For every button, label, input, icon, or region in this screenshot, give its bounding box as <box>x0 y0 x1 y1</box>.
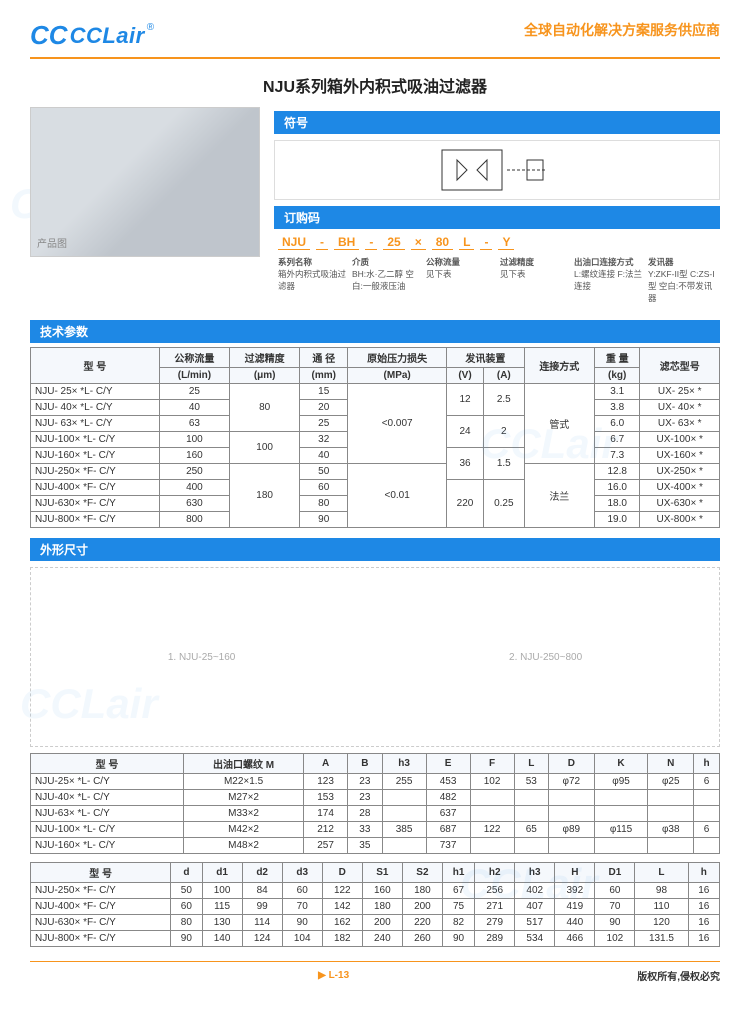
diagram-1-label: 1. NJU-25~160 <box>168 652 236 663</box>
table-row: NJU-40× *L- C/YM27×215323482 <box>31 790 720 806</box>
section-symbol: 符号 <box>274 111 720 134</box>
page-number: ▶ L-13 <box>318 970 349 981</box>
dim-table-1: 型 号出油口螺纹 MABh3EFLDKNh NJU-25× *L- C/YM22… <box>30 753 720 854</box>
dimension-diagrams: 1. NJU-25~160 2. NJU-250~800 <box>30 567 720 747</box>
page-footer: ▶ L-13 版权所有,侵权必究 <box>30 961 720 983</box>
table-row: NJU-630× *F- C/Y801301149016220022082279… <box>31 915 720 931</box>
table-row: NJU-100× *L- C/YM42×22123338568712265φ89… <box>31 822 720 838</box>
logo-mark: CC <box>30 20 68 51</box>
section-dims: 外形尺寸 <box>30 538 720 561</box>
symbol-icon <box>437 145 557 195</box>
symbol-diagram <box>274 140 720 200</box>
section-order: 订购码 <box>274 206 720 229</box>
table-row: NJU-250× *F- C/Y501008460122160180672564… <box>31 883 720 899</box>
brand-logo: CC CCLair ® <box>30 20 154 51</box>
table-row: NJU-63× *L- C/YM33×217428637 <box>31 806 720 822</box>
tech-params-table: 型 号 公称流量 过滤精度 通 径 原始压力损失 发讯装置 连接方式 重 量 滤… <box>30 347 720 528</box>
header-tagline: 全球自动化解决方案服务供应商 <box>524 20 720 40</box>
section-tech: 技术参数 <box>30 320 720 343</box>
dim-table-2: 型 号dd1d2d3DS1S2h1h2h3HD1Lh NJU-250× *F- … <box>30 862 720 947</box>
logo-text: CCLair <box>70 23 145 49</box>
diagram-2-label: 2. NJU-250~800 <box>509 652 582 663</box>
product-image <box>30 107 260 257</box>
page-title: NJU系列箱外内积式吸油过滤器 <box>30 73 720 97</box>
order-code-block: NJU - BH - 25 × 80 L - Y 系列名称箱外内积式吸油过滤器 … <box>274 229 720 310</box>
table-row: NJU-400× *F- C/Y601159970142180200752714… <box>31 899 720 915</box>
order-code-row: NJU - BH - 25 × 80 L - Y <box>278 235 716 250</box>
logo-registered: ® <box>147 22 154 33</box>
table-row: NJU-800× *F- C/Y901401241041822402609028… <box>31 931 720 947</box>
page-header: CC CCLair ® 全球自动化解决方案服务供应商 <box>30 20 720 59</box>
table-row: NJU-25× *L- C/YM22×1.51232325545310253φ7… <box>31 774 720 790</box>
table-row: NJU-160× *L- C/YM48×225735737 <box>31 838 720 854</box>
table-row: NJU-250× *F- C/Y25018050<0.01法兰12.8UX-25… <box>31 464 720 480</box>
table-row: NJU- 25× *L- C/Y258015<0.007122.5管式3.1UX… <box>31 384 720 400</box>
copyright: 版权所有,侵权必究 <box>637 968 720 983</box>
